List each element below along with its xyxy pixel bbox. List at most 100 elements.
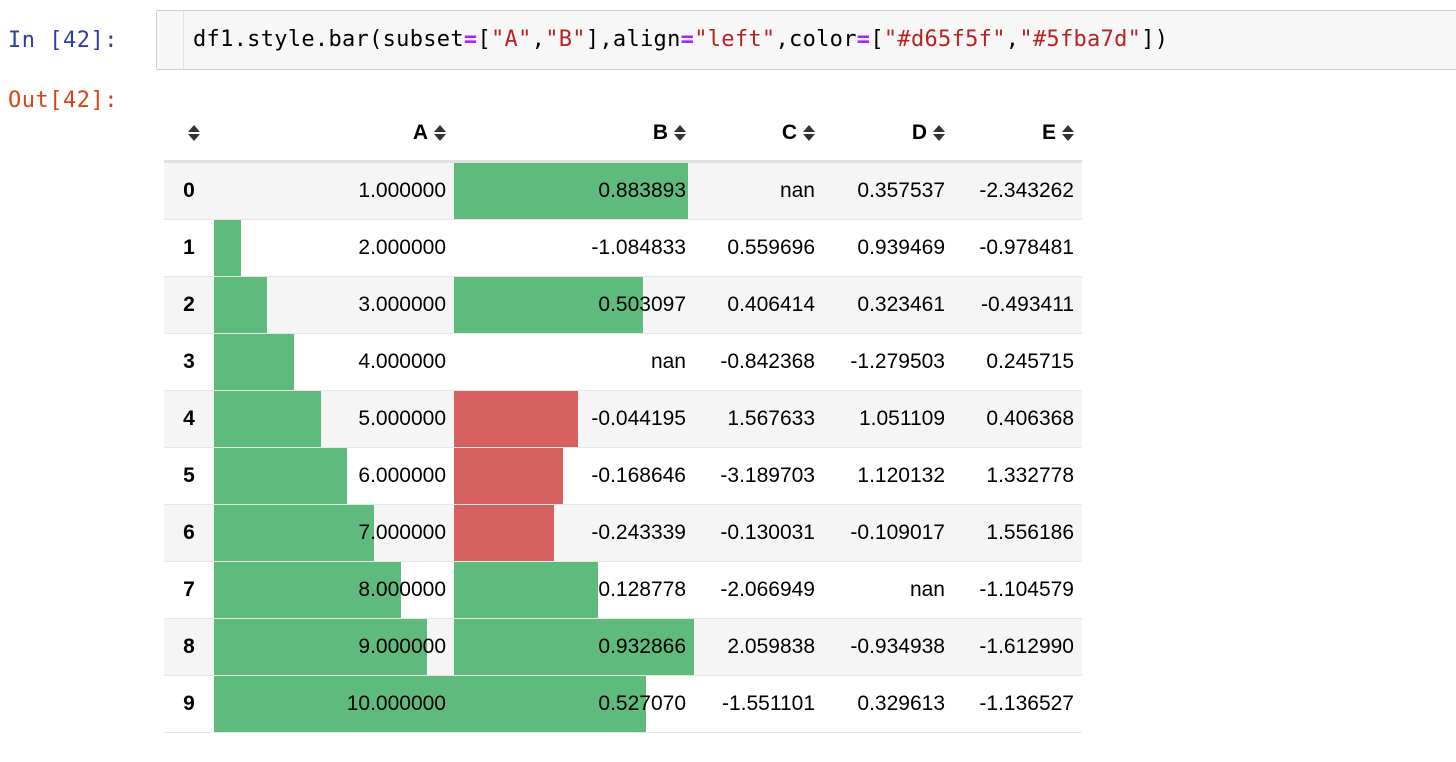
- code-token: ,: [1005, 27, 1020, 52]
- value-bar: [214, 619, 428, 675]
- table-cell-c: -3.189703: [694, 448, 823, 505]
- cell-value: -1.279503: [850, 350, 945, 373]
- value-bar: [454, 562, 599, 618]
- row-index: 5: [183, 464, 195, 487]
- cell-value: -1.136527: [979, 692, 1074, 715]
- code-token: df1.style.bar(subset: [193, 27, 464, 52]
- cell-value: 0.406414: [727, 293, 815, 316]
- code-token: =: [856, 27, 871, 52]
- table-cell-d: nan: [823, 562, 953, 619]
- table-cell-c: nan: [694, 162, 823, 220]
- table-cell-b: -0.044195: [454, 391, 694, 448]
- cell-value: nan: [909, 578, 945, 601]
- cell-value: 3.000000: [358, 293, 446, 316]
- cell-value: 0.527070: [598, 692, 686, 715]
- code-token: =: [680, 27, 695, 52]
- table-cell-c: -0.842368: [694, 334, 823, 391]
- column-header-c[interactable]: C: [694, 106, 823, 163]
- cell-value: 0.329613: [857, 692, 945, 715]
- table-row: 5 6.000000 -0.168646 -3.189703 1.120132 1.332…: [164, 448, 1082, 505]
- index-header[interactable]: [164, 106, 214, 163]
- code-cell-editor[interactable]: df1.style.bar(subset=["A","B"],align="le…: [156, 10, 1456, 70]
- code-token: "A": [491, 27, 532, 52]
- table-cell-c: -0.130031: [694, 505, 823, 562]
- table-cell-d: 0.329613: [823, 676, 953, 733]
- table-cell-a: 9.000000: [214, 619, 454, 676]
- row-index: 7: [183, 578, 195, 601]
- table-cell-e: -2.343262: [953, 162, 1082, 220]
- cell-value: 9.000000: [358, 635, 446, 658]
- sort-updown-icon[interactable]: [188, 125, 200, 141]
- value-bar: [214, 562, 401, 618]
- cell-value: -0.044195: [591, 407, 686, 430]
- cell-value: 8.000000: [358, 578, 446, 601]
- row-index: 1: [183, 236, 195, 259]
- value-bar: [214, 277, 268, 333]
- table-body: 0 1.000000 0.883893 nan 0.357537 -2.343262 1 2.…: [164, 161, 1082, 733]
- code-line[interactable]: df1.style.bar(subset=["A","B"],align="le…: [193, 27, 1168, 52]
- table-cell-a: 5.000000: [214, 391, 454, 448]
- table-cell-d: 1.051109: [823, 391, 953, 448]
- table-cell-d: 0.939469: [823, 220, 953, 277]
- cell-value: 0.883893: [598, 179, 686, 202]
- value-bar: [454, 163, 689, 219]
- table-cell-c: -2.066949: [694, 562, 823, 619]
- table-cell-b: -0.168646: [454, 448, 694, 505]
- cell-value: -0.842368: [720, 350, 815, 373]
- table-cell-b: nan: [454, 334, 694, 391]
- row-index: 2: [183, 293, 195, 316]
- cell-value: -1.612990: [979, 635, 1074, 658]
- value-bar: [214, 334, 294, 390]
- value-bar: [454, 619, 694, 675]
- output-prompt: Out[42]:: [8, 88, 118, 113]
- table-row: 0 1.000000 0.883893 nan 0.357537 -2.343262: [164, 161, 1082, 220]
- row-index: 3: [183, 350, 195, 373]
- row-index: 9: [183, 692, 195, 715]
- sort-updown-icon[interactable]: [933, 125, 945, 141]
- table-cell-d: -0.109017: [823, 505, 953, 562]
- cell-value: -1.084833: [591, 236, 686, 259]
- cell-value: 7.000000: [358, 521, 446, 544]
- cell-value: 6.000000: [358, 464, 446, 487]
- value-bar: [214, 448, 348, 504]
- column-header-label: A: [412, 121, 428, 144]
- table-row: 8 9.000000 0.932866 2.059838 -0.934938 -1.612…: [164, 618, 1082, 676]
- table-cell-a: 7.000000: [214, 505, 454, 562]
- table-cell-c: 0.559696: [694, 220, 823, 277]
- column-header-d[interactable]: D: [823, 106, 953, 163]
- code-token: [: [870, 27, 884, 52]
- cell-value: -3.189703: [720, 464, 815, 487]
- value-bar: [214, 505, 374, 561]
- table-cell-b: 0.527070: [454, 676, 694, 733]
- input-prompt: In [42]:: [8, 28, 118, 53]
- sort-updown-icon[interactable]: [1062, 125, 1074, 141]
- table-cell-c: 0.406414: [694, 277, 823, 334]
- code-token: "#5fba7d": [1019, 27, 1142, 52]
- cell-value: 0.357537: [857, 179, 945, 202]
- table-row: 7 8.000000 0.128778 -2.066949 nan -1.104579: [164, 562, 1082, 619]
- column-header-b[interactable]: B: [454, 106, 694, 163]
- cell-value: 0.503097: [598, 293, 686, 316]
- column-header-label: B: [652, 121, 668, 144]
- sort-updown-icon[interactable]: [674, 125, 686, 141]
- value-bar: [454, 505, 555, 561]
- sort-updown-icon[interactable]: [434, 125, 446, 141]
- cell-value: 2.059838: [727, 635, 815, 658]
- cell-value: -0.934938: [850, 635, 945, 658]
- styled-dataframe: A B C D E 0 1.000000 0.883893 nan 0.357537 -2…: [164, 106, 1082, 733]
- table-cell-b: 0.128778: [454, 562, 694, 619]
- code-token: =: [463, 27, 478, 52]
- table-cell-b: 0.932866: [454, 619, 694, 676]
- table-cell-a: 3.000000: [214, 277, 454, 334]
- cell-value: -0.978481: [979, 236, 1074, 259]
- cell-value: 0.245715: [986, 350, 1074, 373]
- table-cell-a: 2.000000: [214, 220, 454, 277]
- cell-value: 1.120132: [857, 464, 945, 487]
- sort-updown-icon[interactable]: [803, 125, 815, 141]
- column-header-e[interactable]: E: [953, 106, 1082, 163]
- column-header-a[interactable]: A: [214, 106, 454, 163]
- table-cell-d: -0.934938: [823, 619, 953, 676]
- table-row: 9 10.000000 0.527070 -1.551101 0.329613 -1.13…: [164, 676, 1082, 733]
- table-cell-e: 0.245715: [953, 334, 1082, 391]
- cell-value: -0.493411: [980, 293, 1074, 316]
